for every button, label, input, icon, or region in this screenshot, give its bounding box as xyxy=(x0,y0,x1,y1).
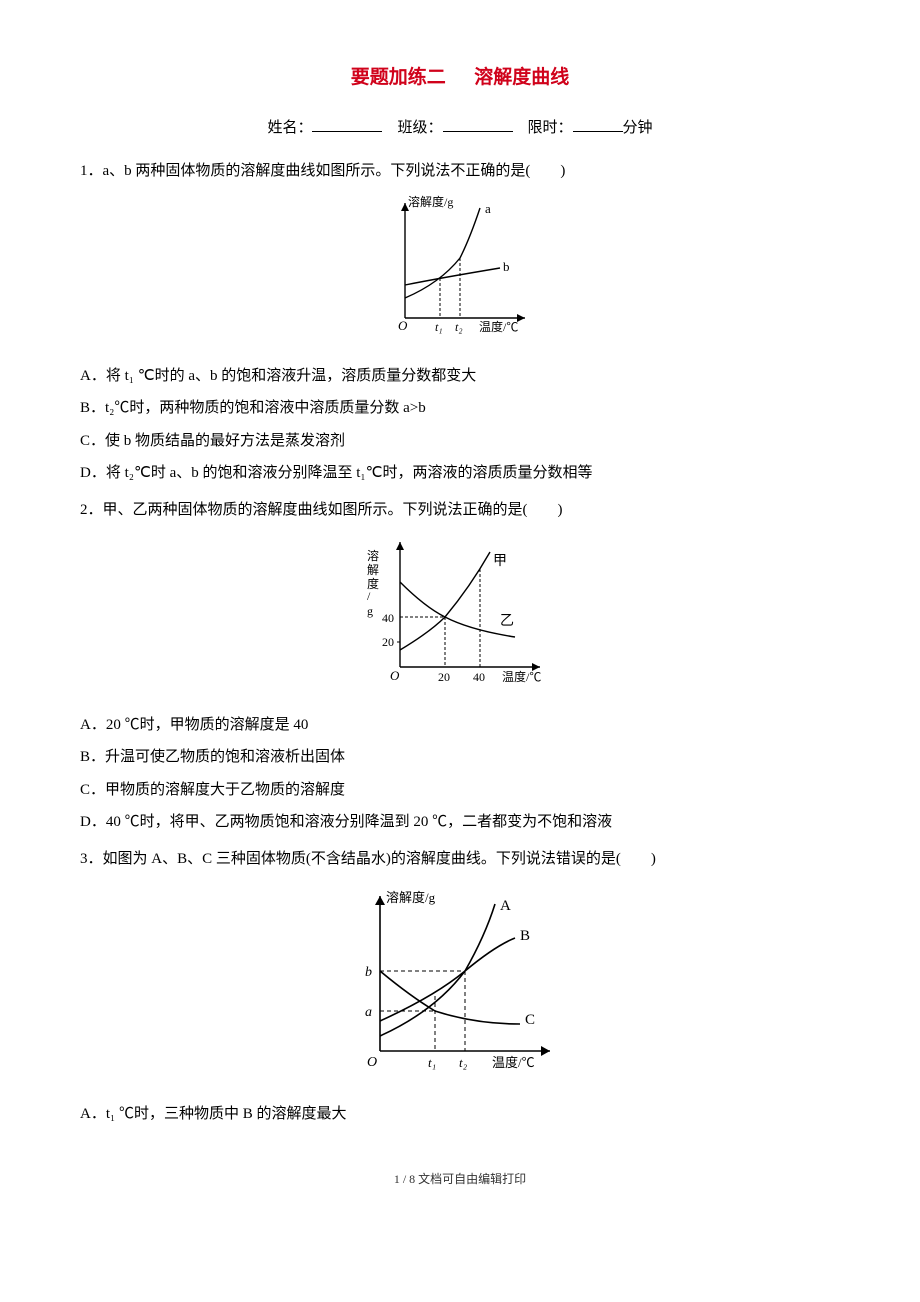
svg-text:a: a xyxy=(365,1005,372,1020)
svg-text:40: 40 xyxy=(382,611,394,625)
svg-text:a: a xyxy=(485,201,491,216)
svg-text:乙: 乙 xyxy=(500,613,514,629)
svg-text:20: 20 xyxy=(438,670,450,684)
svg-text:/: / xyxy=(367,589,371,603)
svg-text:b: b xyxy=(365,965,372,980)
q1-option-b: B．t₂℃时，两种物质的饱和溶液中溶质质量分数 a>b xyxy=(80,394,840,423)
svg-text:O: O xyxy=(367,1055,377,1070)
svg-text:t₁: t₁ xyxy=(428,1055,436,1070)
class-blank xyxy=(443,115,513,133)
q1-option-c: C．使 b 物质结晶的最好方法是蒸发溶剂 xyxy=(80,427,840,456)
q2-option-c: C．甲物质的溶解度大于乙物质的溶解度 xyxy=(80,776,840,805)
svg-text:20: 20 xyxy=(382,635,394,649)
svg-text:b: b xyxy=(503,259,510,274)
svg-text:C: C xyxy=(525,1012,535,1028)
title-suffix: 溶解度曲线 xyxy=(474,67,569,88)
q2-figure: 甲 乙 40 20 O 20 40 温度/℃ 溶 解 度 / g xyxy=(80,532,840,703)
svg-text:O: O xyxy=(398,318,408,333)
q1-option-d: D．将 t₂℃时 a、b 的饱和溶液分别降温至 t₁℃时，两溶液的溶质质量分数相… xyxy=(80,459,840,488)
q2-option-d: D．40 ℃时，将甲、乙两物质饱和溶液分别降温到 20 ℃，二者都变为不饱和溶液 xyxy=(80,808,840,837)
q3-options: A．t₁ ℃时，三种物质中 B 的溶解度最大 xyxy=(80,1100,840,1129)
svg-text:溶: 溶 xyxy=(367,548,379,563)
time-blank xyxy=(573,115,623,133)
q1-figure: a b O t₁ t₂ 温度/℃ 溶解度/g xyxy=(80,193,840,354)
svg-text:甲: 甲 xyxy=(493,554,507,569)
time-label: 限时： xyxy=(528,120,573,136)
page-title: 要题加练二 溶解度曲线 xyxy=(80,60,840,96)
time-unit: 分钟 xyxy=(623,120,653,136)
q1-chart: a b O t₁ t₂ 温度/℃ 溶解度/g xyxy=(370,193,550,343)
q1-option-a: A．将 t₁ ℃时的 a、b 的饱和溶液升温，溶质质量分数都变大 xyxy=(80,362,840,391)
class-label: 班级： xyxy=(397,120,442,136)
svg-text:溶解度/g: 溶解度/g xyxy=(386,890,436,905)
svg-text:t₂: t₂ xyxy=(455,320,463,334)
svg-text:g: g xyxy=(367,604,373,618)
svg-text:温度/℃: 温度/℃ xyxy=(492,1055,535,1070)
q3-option-a: A．t₁ ℃时，三种物质中 B 的溶解度最大 xyxy=(80,1100,840,1129)
q2-stem: 2．甲、乙两种固体物质的溶解度曲线如图所示。下列说法正确的是( ) xyxy=(80,496,840,525)
name-blank xyxy=(312,115,382,133)
q2-option-b: B．升温可使乙物质的饱和溶液析出固体 xyxy=(80,743,840,772)
svg-text:40: 40 xyxy=(473,670,485,684)
q1-options: A．将 t₁ ℃时的 a、b 的饱和溶液升温，溶质质量分数都变大 B．t₂℃时，… xyxy=(80,362,840,488)
q3-stem: 3．如图为 A、B、C 三种固体物质(不含结晶水)的溶解度曲线。下列说法错误的是… xyxy=(80,845,840,874)
title-sep xyxy=(450,67,469,88)
q2-option-a: A．20 ℃时，甲物质的溶解度是 40 xyxy=(80,711,840,740)
svg-text:t₁: t₁ xyxy=(435,320,443,334)
svg-text:解: 解 xyxy=(367,563,379,577)
q2-chart: 甲 乙 40 20 O 20 40 温度/℃ 溶 解 度 / g xyxy=(350,532,570,692)
svg-text:温度/℃: 温度/℃ xyxy=(479,319,518,334)
svg-text:A: A xyxy=(500,898,511,914)
name-label: 姓名： xyxy=(267,120,312,136)
q2-options: A．20 ℃时，甲物质的溶解度是 40 B．升温可使乙物质的饱和溶液析出固体 C… xyxy=(80,711,840,837)
q3-figure: A B C b a O t₁ t₂ 温度/℃ 溶解度/g xyxy=(80,881,840,1092)
student-info-line: 姓名： 班级： 限时： 分钟 xyxy=(80,114,840,143)
q3-chart: A B C b a O t₁ t₂ 温度/℃ 溶解度/g xyxy=(330,881,590,1081)
title-prefix: 要题加练二 xyxy=(351,67,446,88)
svg-text:B: B xyxy=(520,928,530,944)
svg-text:O: O xyxy=(390,668,400,683)
svg-text:溶解度/g: 溶解度/g xyxy=(408,194,453,209)
page-footer: 1 / 8 文档可自由编辑打印 xyxy=(80,1168,840,1191)
q1-stem: 1．a、b 两种固体物质的溶解度曲线如图所示。下列说法不正确的是( ) xyxy=(80,157,840,186)
svg-text:t₂: t₂ xyxy=(459,1055,468,1070)
svg-text:温度/℃: 温度/℃ xyxy=(502,669,541,684)
